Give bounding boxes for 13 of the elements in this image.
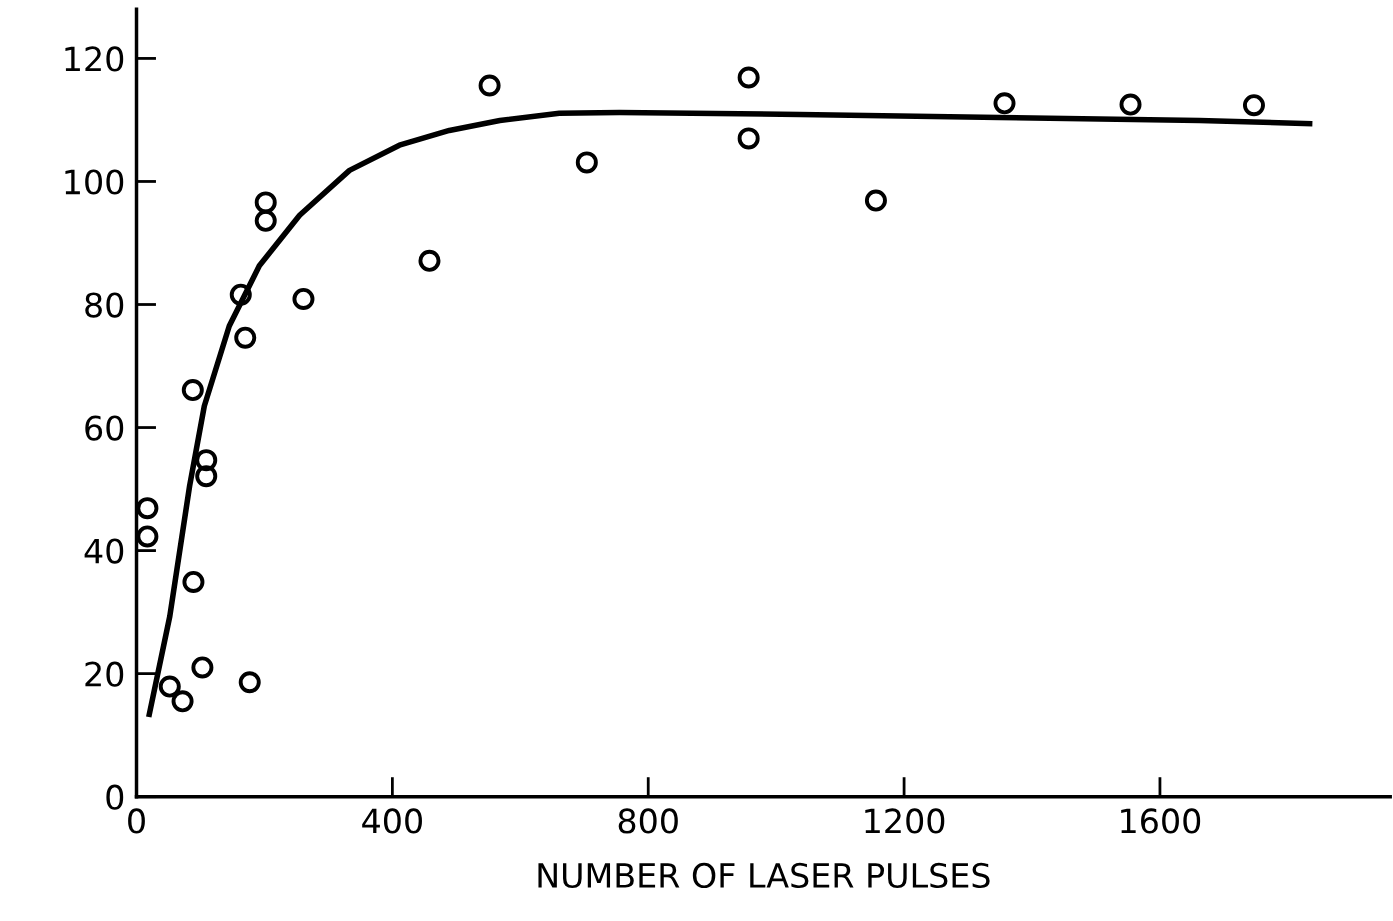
x-tick-label: 1600 — [1121, 808, 1201, 834]
y-tick-label: 60 — [85, 415, 124, 441]
x-tick-label: 800 — [618, 808, 678, 834]
x-tick-label: 0 — [128, 808, 145, 834]
x-tick-label: 1200 — [865, 808, 945, 834]
y-tick-label: 40 — [84, 538, 124, 564]
x-tick-label: 400 — [362, 808, 422, 834]
y-tick-label: 80 — [85, 292, 124, 318]
x-axis-title: NUMBER OF LASER PULSES — [538, 862, 990, 889]
y-tick-label: 0 — [106, 784, 124, 810]
y-tick-label: 100 — [65, 169, 124, 195]
y-tick-label: 20 — [85, 661, 124, 687]
y-tick-label: 120 — [65, 46, 124, 72]
